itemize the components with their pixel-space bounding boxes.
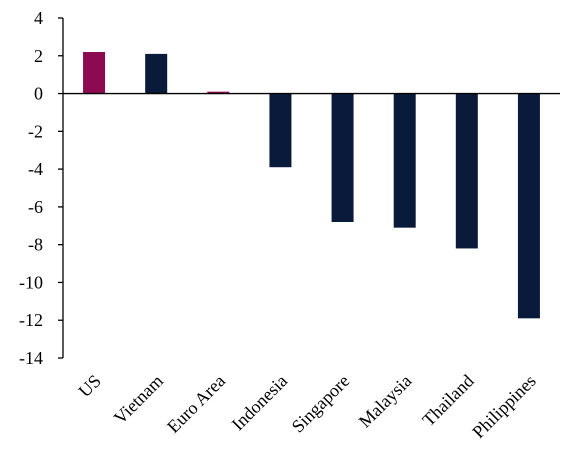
y-tick-label: -6	[28, 197, 43, 217]
bar-philippines	[517, 93, 540, 319]
x-category-label: Singapore	[288, 371, 354, 437]
bar-indonesia	[269, 93, 292, 168]
y-tick-label: -8	[28, 235, 43, 255]
y-tick-label: 4	[34, 8, 43, 28]
y-tick-label: -14	[19, 348, 43, 368]
bars	[83, 52, 540, 319]
x-category-label: US	[74, 371, 104, 401]
y-tick-label: -4	[28, 159, 43, 179]
y-tick-label: -12	[19, 310, 43, 330]
y-tick-label: -10	[19, 272, 43, 292]
x-category-label: Thailand	[418, 371, 477, 430]
y-tick-label: -2	[28, 121, 43, 141]
bar-singapore	[331, 93, 354, 222]
bar-vietnam	[145, 53, 168, 94]
bar-malaysia	[393, 93, 416, 228]
y-axis: 4 2 0 -2 -4 -6 -8 -10 -12 -14	[19, 8, 64, 368]
y-tick-label: 0	[34, 84, 43, 104]
bar-us	[83, 52, 106, 94]
x-category-label: Indonesia	[228, 371, 292, 435]
x-category-label: Vietnam	[110, 371, 167, 428]
x-category-label: Malaysia	[355, 371, 416, 432]
x-category-label: Euro Area	[163, 371, 229, 437]
bar-thailand	[455, 93, 478, 249]
y-tick-label: 2	[34, 46, 43, 66]
x-category-label: Philippines	[468, 371, 539, 442]
bar-euro-area	[207, 91, 230, 94]
